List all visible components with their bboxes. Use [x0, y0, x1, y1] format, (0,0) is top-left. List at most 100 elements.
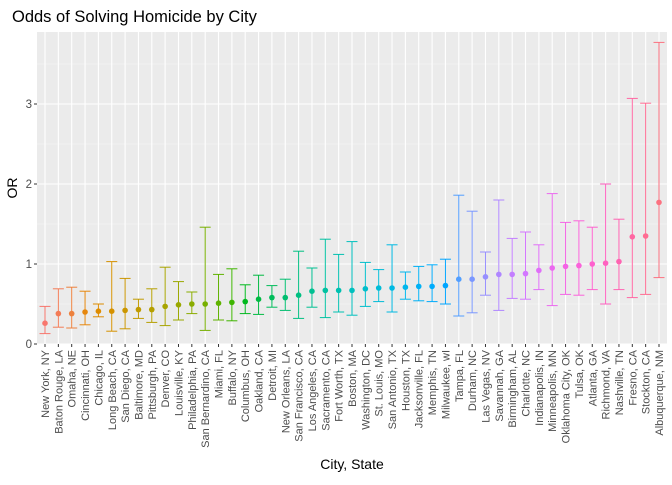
- error-bar: [146, 288, 158, 323]
- data-point: [322, 287, 329, 294]
- x-tick-label: Denver, CO: [160, 350, 172, 408]
- x-tick-label: San Bernardino, CA: [200, 349, 212, 447]
- data-point: [68, 310, 75, 317]
- x-tick-label: Pittsburgh, PA: [147, 349, 159, 419]
- data-point: [309, 288, 315, 295]
- data-point: [562, 263, 569, 270]
- x-tick-label: St. Louis, MO: [374, 350, 386, 417]
- data-point: [255, 296, 262, 303]
- y-tick-label: 1: [26, 259, 32, 271]
- data-point: [576, 262, 582, 269]
- error-bar: [426, 264, 438, 303]
- x-tick-label: New York, NY: [40, 349, 52, 418]
- x-tick-label: Miami, FL: [214, 350, 226, 398]
- x-tick-label: Las Vegas, NV: [480, 349, 492, 422]
- x-tick-label: Tulsa, OK: [574, 349, 586, 398]
- error-bar: [613, 218, 625, 291]
- x-tick-label: Richmond, VA: [601, 349, 613, 419]
- data-point: [442, 282, 449, 289]
- x-tick-label: Los Angeles, CA: [307, 349, 319, 431]
- data-point: [282, 294, 289, 301]
- data-point: [522, 270, 529, 277]
- x-axis-title: City, State: [320, 456, 384, 472]
- x-tick-label: Charlotte, NC: [521, 350, 533, 417]
- x-tick-label: Durham, NC: [467, 350, 479, 411]
- x-tick-label: Milwaukee, wI: [440, 350, 452, 419]
- y-axis: 0 1 2 3: [26, 99, 37, 351]
- x-tick-label: Indianapolis, IN: [534, 350, 546, 426]
- x-tick-label: Chicago, IL: [93, 350, 105, 406]
- x-tick-label: Oklahoma City, OK: [561, 349, 573, 443]
- data-point: [215, 300, 222, 307]
- x-tick-label: Stockton, CA: [641, 349, 653, 414]
- error-bar: [386, 244, 398, 313]
- data-point: [496, 271, 502, 278]
- x-tick-label: Washington, DC: [360, 350, 372, 430]
- data-point: [108, 308, 115, 315]
- x-tick-label: Jacksonville, FL: [414, 350, 426, 428]
- y-axis-title: OR: [4, 178, 20, 199]
- data-point: [429, 283, 435, 290]
- error-bars: [39, 41, 665, 335]
- data-point: [175, 302, 182, 308]
- error-bar: [106, 261, 118, 332]
- x-tick-label: Oakland, CA: [254, 349, 266, 412]
- error-bar: [346, 241, 358, 316]
- error-bar: [533, 244, 545, 291]
- data-point: [55, 310, 62, 317]
- x-axis: New York, NY Baton Rouge, LA Omaha, NE Cinc…: [40, 344, 666, 448]
- data-point: [375, 285, 382, 291]
- x-tick-label: Tampa, FL: [454, 350, 466, 402]
- x-tick-label: Buffalo, NY: [227, 349, 239, 405]
- error-bar: [119, 277, 131, 330]
- error-bar: [79, 290, 91, 326]
- data-point: [189, 301, 195, 307]
- x-tick-label: San Antonio, TX: [387, 349, 399, 429]
- data-point: [229, 299, 235, 306]
- error-bar: [319, 238, 331, 319]
- error-bar: [359, 261, 371, 307]
- data-point: [82, 309, 88, 315]
- error-bar: [506, 237, 518, 299]
- error-bar: [199, 226, 211, 331]
- data-point: [362, 286, 369, 292]
- data-point: [629, 234, 636, 240]
- data-point: [148, 306, 155, 313]
- data-point: [402, 284, 409, 291]
- y-tick-label: 0: [26, 339, 32, 351]
- x-tick-label: Memphis, TN: [427, 350, 439, 415]
- error-bar: [573, 220, 585, 296]
- error-bar: [560, 221, 572, 295]
- data-point: [455, 276, 462, 283]
- data-point: [335, 287, 342, 294]
- data-point: [95, 308, 102, 315]
- data-point: [295, 292, 302, 299]
- markers: [42, 199, 662, 327]
- x-tick-label: Detroit, MI: [267, 350, 279, 401]
- x-tick-label: Houston, TX: [400, 349, 412, 411]
- data-point: [616, 258, 622, 265]
- x-tick-label: Baton Rouge, LA: [53, 349, 65, 433]
- data-point: [269, 294, 275, 301]
- y-tick-label: 3: [26, 99, 32, 111]
- x-tick-label: San Diego, CA: [120, 349, 132, 422]
- error-bar: [546, 193, 558, 307]
- x-tick-label: Minneapolis, MN: [547, 350, 559, 432]
- x-tick-label: Cincinnati, OH: [80, 350, 92, 421]
- error-bar: [226, 268, 238, 322]
- error-bar: [479, 251, 491, 296]
- data-point: [415, 283, 422, 290]
- data-point: [42, 320, 48, 327]
- error-bar: [520, 231, 532, 300]
- data-point: [656, 199, 662, 206]
- x-tick-label: Sacramento, CA: [320, 349, 332, 430]
- error-bar: [640, 102, 652, 295]
- x-tick-label: Fort Worth, TX: [334, 349, 346, 421]
- data-point: [642, 233, 649, 239]
- error-bar: [626, 97, 638, 299]
- x-tick-label: Long Beach, CA: [107, 349, 119, 430]
- data-point: [135, 306, 142, 313]
- error-bar: [253, 274, 265, 315]
- x-tick-label: Nashville, TN: [614, 350, 626, 415]
